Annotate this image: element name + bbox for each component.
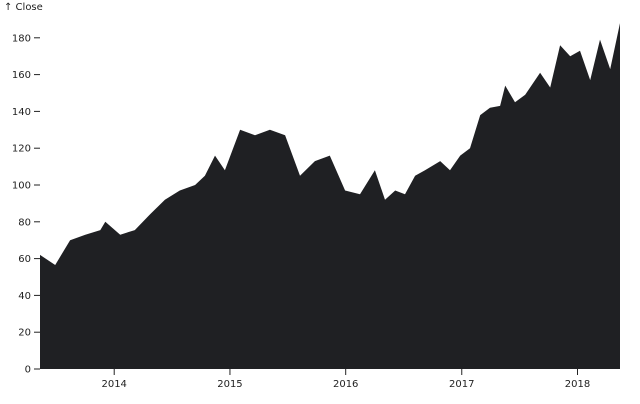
y-tick: 160 xyxy=(12,70,40,81)
y-tick-label: 20 xyxy=(18,328,31,339)
x-tick: 2014 xyxy=(101,369,127,390)
y-tick-label: 140 xyxy=(12,107,31,118)
x-tick: 2015 xyxy=(217,369,243,390)
y-tick: 80 xyxy=(18,217,40,228)
y-tick-label: 60 xyxy=(18,254,31,265)
x-tick: 2016 xyxy=(333,369,358,390)
y-tick-label: 100 xyxy=(12,181,31,192)
y-axis: 0 20 40 60 80 100 120 140 160 180 xyxy=(12,33,40,376)
x-axis: 2014 2015 2016 2017 2018 xyxy=(101,369,590,390)
y-tick: 60 xyxy=(18,254,40,265)
y-tick-label: 0 xyxy=(25,365,31,376)
x-tick: 2017 xyxy=(449,369,474,390)
y-tick-label: 80 xyxy=(18,217,31,228)
y-tick: 120 xyxy=(12,144,40,155)
y-tick: 20 xyxy=(18,328,40,339)
x-tick: 2018 xyxy=(565,369,590,390)
y-tick: 40 xyxy=(18,291,40,302)
y-axis-label: ↑ Close xyxy=(4,2,43,13)
y-tick-label: 40 xyxy=(18,291,31,302)
x-tick-label: 2017 xyxy=(449,379,474,390)
close-area xyxy=(40,23,620,369)
y-tick-label: 160 xyxy=(12,70,31,81)
y-tick-label: 120 xyxy=(12,144,31,155)
x-tick-label: 2018 xyxy=(565,379,590,390)
y-tick: 180 xyxy=(12,33,40,44)
x-tick-label: 2016 xyxy=(333,379,358,390)
y-tick: 140 xyxy=(12,107,40,118)
y-tick: 0 xyxy=(25,365,40,376)
y-tick-label: 180 xyxy=(12,33,31,44)
y-tick: 100 xyxy=(12,181,40,192)
x-tick-label: 2015 xyxy=(217,379,242,390)
x-tick-label: 2014 xyxy=(101,379,126,390)
